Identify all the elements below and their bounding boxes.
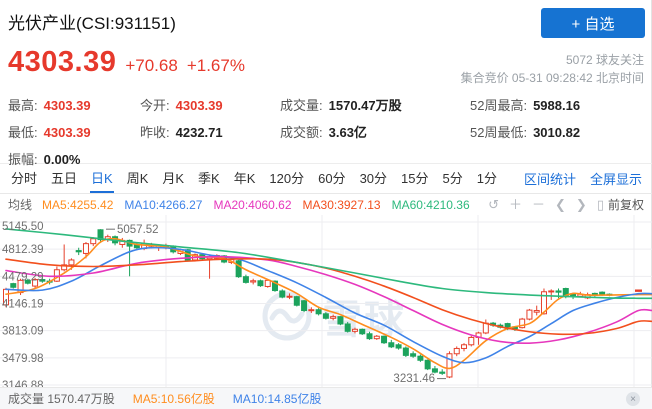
- adjust-mode-button[interactable]: 前复权: [607, 198, 644, 212]
- fullscreen-link[interactable]: 全屏显示: [589, 172, 642, 187]
- ma-toolbar: 均线 MA5:4255.42 MA10:4266.27 MA20:4060.62 MA…: [0, 194, 652, 215]
- svg-text:3813.09: 3813.09: [2, 326, 44, 338]
- tab-item-5[interactable]: 季K: [198, 171, 220, 186]
- followers-count: 5072 球友关注: [565, 53, 644, 67]
- range-stats-link[interactable]: 区间统计: [523, 172, 576, 187]
- stat-item: 今开: 4303.39: [140, 95, 280, 114]
- stat-label: 52周最低:: [470, 125, 528, 140]
- candlestick-chart[interactable]: 雪球 5145.50 4812.39 4479.29 4146.19 3813.09 34…: [0, 215, 652, 387]
- svg-text:3479.98: 3479.98: [2, 353, 44, 365]
- stat-label: 昨收:: [140, 125, 170, 140]
- stat-value: 4232.71: [175, 125, 223, 140]
- stat-item: 昨收: 4232.71: [140, 122, 280, 141]
- stat-value: 3010.82: [533, 125, 581, 140]
- quote-header: 光伏产业(CSI:931151) 4303.39 +70.68 +1.67% +…: [0, 0, 652, 92]
- stat-label: 振幅:: [8, 152, 38, 167]
- svg-text:5145.50: 5145.50: [2, 221, 44, 233]
- stat-value: 0.00%: [43, 152, 81, 167]
- ma-legend-item: MA20:4060.62: [213, 197, 292, 212]
- tab-links: 区间统计 全屏显示: [524, 164, 642, 193]
- tab-item-0[interactable]: 分时: [11, 171, 38, 186]
- tab-item-8[interactable]: 60分: [318, 171, 346, 186]
- stat-item: 成交额: 3.63亿: [280, 122, 470, 141]
- add-watchlist-button[interactable]: + 自选: [541, 8, 645, 38]
- stat-label: 最高:: [8, 98, 38, 113]
- chart-tools: ↺ ＋ － ❮ ❯ ▯: [488, 198, 604, 211]
- tab-item-4[interactable]: 月K: [162, 171, 185, 186]
- stat-label: 成交量:: [280, 98, 323, 113]
- stat-item: 振幅: 0.00%: [8, 149, 140, 168]
- tab-item-3[interactable]: 周K: [126, 171, 149, 186]
- svg-text:4146.19: 4146.19: [2, 299, 44, 311]
- volume-label: 成交量 1570.47万股: [8, 392, 115, 406]
- stat-value: 4303.39: [43, 125, 91, 140]
- zoom-in-icon[interactable]: ＋: [508, 197, 522, 212]
- tab-bar: 分时 五日 日K 周K 月K 季K 年K 120分 60分 30分 15分 5分 1分 区间统计 全屏显示: [0, 163, 652, 194]
- ma-legend: MA5:4255.42 MA10:4266.27 MA20:4060.62 MA30:…: [42, 198, 481, 212]
- close-icon[interactable]: ×: [626, 392, 640, 406]
- svg-text:5057.52: 5057.52: [117, 224, 159, 236]
- stat-label: 今开:: [140, 98, 170, 113]
- stat-value: 3.63亿: [328, 125, 367, 140]
- ma-legend-item: MA10:4266.27: [124, 197, 203, 212]
- stat-item: 最高: 4303.39: [8, 95, 140, 114]
- session-time: 集合竞价 05-31 09:28:42 北京时间: [460, 71, 644, 85]
- price-change: +70.68: [125, 56, 178, 75]
- current-price: 4303.39: [8, 46, 117, 78]
- volume-ma10: MA10:14.85亿股: [232, 392, 322, 406]
- stat-label: 52周最高:: [470, 98, 528, 113]
- ma-label: 均线: [8, 198, 33, 212]
- svg-text:4812.39: 4812.39: [2, 244, 44, 256]
- stat-item: 52周最低: 3010.82: [470, 122, 644, 141]
- stat-item: 成交量: 1570.47万股: [280, 95, 470, 114]
- tab-item-11[interactable]: 5分: [442, 171, 463, 186]
- stat-value: 4303.39: [175, 98, 223, 113]
- ma-legend-item: MA5:4255.42: [42, 197, 114, 212]
- page-title: 光伏产业(CSI:931151): [8, 14, 176, 33]
- stat-value: 5988.16: [533, 98, 581, 113]
- zoom-out-icon[interactable]: －: [532, 197, 546, 212]
- svg-text:4479.29: 4479.29: [2, 271, 44, 283]
- reset-icon[interactable]: ↺: [488, 197, 499, 212]
- stat-item: 最低: 4303.39: [8, 122, 140, 141]
- price-change-percent: +1.67%: [186, 56, 245, 75]
- tab-item-6[interactable]: 年K: [233, 171, 256, 186]
- stat-item: 52周最高: 5988.16: [470, 95, 644, 114]
- volume-ma5: MA5:10.56亿股: [132, 392, 215, 406]
- svg-text:3146.88: 3146.88: [2, 380, 44, 387]
- price-block: 4303.39 +70.68 +1.67%: [8, 46, 245, 79]
- stats-grid: 最高: 4303.39 今开: 4303.39 成交量: 1570.47万股 52周最高: 5…: [0, 92, 652, 167]
- tab-item-10[interactable]: 15分: [401, 171, 429, 186]
- tab-item-7[interactable]: 120分: [269, 171, 305, 186]
- stat-value: 4303.39: [43, 98, 91, 113]
- ma-legend-item: MA60:4210.36: [391, 197, 470, 212]
- tab-item-12[interactable]: 1分: [476, 171, 497, 186]
- stat-label: 最低:: [8, 125, 38, 140]
- pan-right-icon[interactable]: ❯: [575, 197, 587, 212]
- ma-legend-item: MA30:3927.13: [302, 197, 381, 212]
- stat-value: 1570.47万股: [328, 98, 402, 113]
- volume-bar: 成交量 1570.47万股 MA5:10.56亿股 MA10:14.85亿股 ×: [0, 387, 652, 409]
- pan-left-icon[interactable]: ❮: [555, 197, 566, 212]
- stat-label: 成交额:: [280, 125, 323, 140]
- mobile-icon[interactable]: ▯: [596, 197, 604, 212]
- tab-item-2[interactable]: 日K: [90, 164, 114, 193]
- tab-item-9[interactable]: 30分: [359, 171, 388, 186]
- tab-item-1[interactable]: 五日: [51, 171, 78, 186]
- svg-text:3231.46: 3231.46: [393, 373, 435, 385]
